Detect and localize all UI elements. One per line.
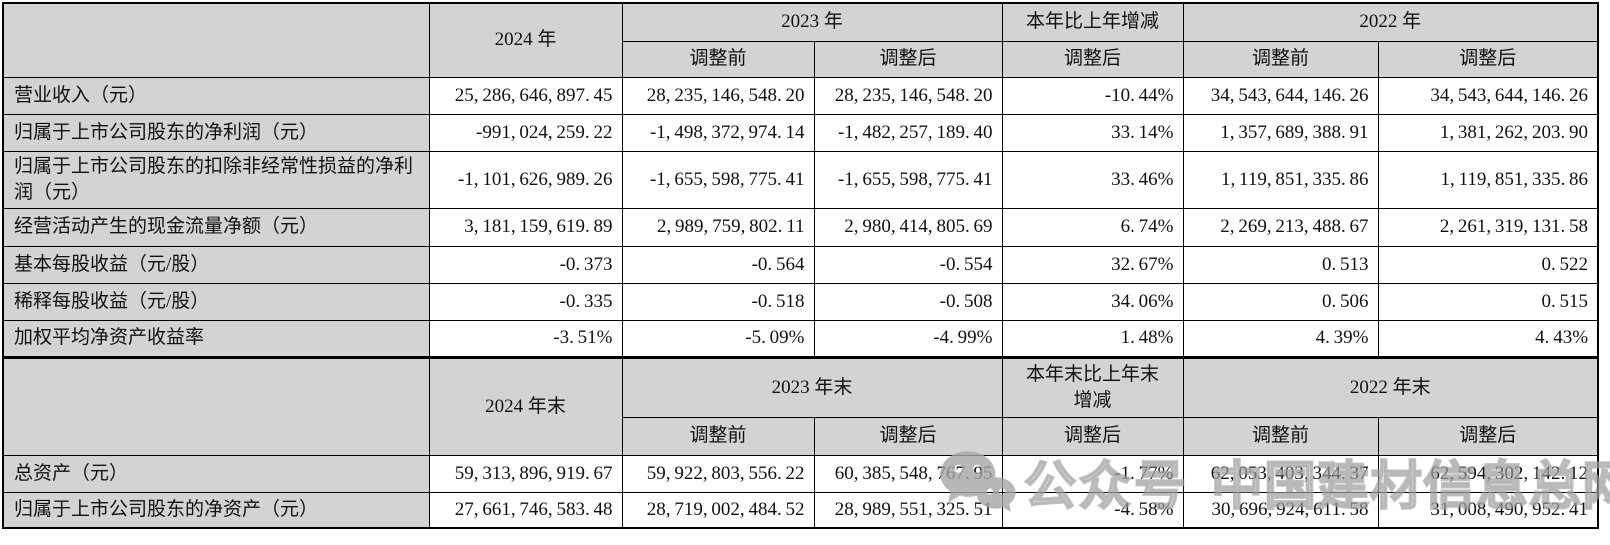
value-cell: -0. 373 xyxy=(428,245,623,284)
value-cell: -1, 101, 626, 989. 26 xyxy=(428,150,623,209)
table-row: 调整前 调整后 调整后 调整前 调整后 xyxy=(3,416,1599,456)
corner-cell xyxy=(2,2,430,78)
value-cell: 0. 522 xyxy=(1377,245,1599,284)
value-cell: 59, 313, 896, 919. 67 xyxy=(428,454,623,493)
header-yearend-2023: 2023 年末 xyxy=(621,355,1003,418)
value-cell: 2, 269, 213, 488. 67 xyxy=(1182,207,1379,247)
value-cell: 28, 235, 146, 548. 20 xyxy=(813,76,1003,115)
subheader-pre-adjust-2023: 调整前 xyxy=(621,416,815,456)
subheader-pre-adjust-2022: 调整前 xyxy=(1182,416,1379,456)
subheader-post-adjust-change: 调整后 xyxy=(1001,40,1184,78)
table-row: 调整前 调整后 调整后 调整前 调整后 xyxy=(3,40,1599,78)
subheader-post-adjust-2022: 调整后 xyxy=(1377,40,1599,78)
header-yearend-2022: 2022 年末 xyxy=(1182,355,1599,418)
financial-summary-table: 2024 年 2023 年 本年比上年增减 2022 年 调整前 调整后 调整后… xyxy=(2,2,1600,529)
value-cell: 1. 48% xyxy=(1001,319,1184,358)
value-cell: -991, 024, 259. 22 xyxy=(428,113,623,152)
value-cell: 1, 381, 262, 203. 90 xyxy=(1377,113,1599,152)
value-cell: 3, 181, 159, 619. 89 xyxy=(428,207,623,247)
value-cell: -4. 99% xyxy=(813,319,1003,358)
value-cell: -4. 58% xyxy=(1001,491,1184,529)
value-cell: 30, 696, 924, 611. 58 xyxy=(1182,491,1379,529)
value-cell: -5. 09% xyxy=(621,319,815,358)
subheader-pre-adjust-2022: 调整前 xyxy=(1182,40,1379,78)
value-cell: -0. 518 xyxy=(621,282,815,321)
value-cell: 6. 74% xyxy=(1001,207,1184,247)
value-cell: 32. 67% xyxy=(1001,245,1184,284)
subheader-post-adjust-2022: 调整后 xyxy=(1377,416,1599,456)
subheader-post-adjust-2023: 调整后 xyxy=(813,416,1003,456)
value-cell: 28, 989, 551, 325. 51 xyxy=(813,491,1003,529)
header-year-2024: 2024 年 xyxy=(428,2,623,78)
value-cell: -3. 51% xyxy=(428,319,623,358)
row-label: 总资产（元） xyxy=(2,454,430,493)
subheader-post-adjust-2023: 调整后 xyxy=(813,40,1003,78)
value-cell: 62, 594, 302, 142. 12 xyxy=(1377,454,1599,493)
value-cell: 4. 43% xyxy=(1377,319,1599,358)
value-cell: 34, 543, 644, 146. 26 xyxy=(1377,76,1599,115)
value-cell: 4. 39% xyxy=(1182,319,1379,358)
value-cell: 2, 261, 319, 131. 58 xyxy=(1377,207,1599,247)
row-label: 归属于上市公司股东的净利润（元） xyxy=(2,113,430,152)
value-cell: -1. 77% xyxy=(1001,454,1184,493)
header-yearend-2024: 2024 年末 xyxy=(428,355,623,456)
value-cell: -10. 44% xyxy=(1001,76,1184,115)
value-cell: -0. 508 xyxy=(813,282,1003,321)
value-cell: 0. 513 xyxy=(1182,245,1379,284)
value-cell: 60, 385, 548, 767. 95 xyxy=(813,454,1003,493)
subheader-post-adjust-change: 调整后 xyxy=(1001,416,1184,456)
value-cell: 0. 515 xyxy=(1377,282,1599,321)
value-cell: 28, 719, 002, 484. 52 xyxy=(621,491,815,529)
row-label: 基本每股收益（元/股） xyxy=(2,245,430,284)
value-cell: -1, 655, 598, 775. 41 xyxy=(621,150,815,209)
row-label: 稀释每股收益（元/股） xyxy=(2,282,430,321)
value-cell: -0. 554 xyxy=(813,245,1003,284)
value-cell: 31, 008, 490, 952. 41 xyxy=(1377,491,1599,529)
row-label: 加权平均净资产收益率 xyxy=(2,319,430,358)
corner-cell xyxy=(2,355,430,456)
value-cell: 33. 46% xyxy=(1001,150,1184,209)
table-row-operating-cash-flow: 经营活动产生的现金流量净额（元） 3, 181, 159, 619. 89 2,… xyxy=(2,207,1599,247)
table-row-revenue: 营业收入（元） 25, 286, 646, 897. 45 28, 235, 1… xyxy=(2,76,1599,115)
value-cell: 2, 980, 414, 805. 69 xyxy=(813,207,1003,247)
header-year-2023: 2023 年 xyxy=(621,2,1003,42)
value-cell: -0. 564 xyxy=(621,245,815,284)
row-label: 归属于上市公司股东的扣除非经常性损益的净利润（元） xyxy=(2,150,430,209)
header-yearend-change: 本年末比上年末增减 xyxy=(1001,355,1184,418)
value-cell: 1, 119, 851, 335. 86 xyxy=(1377,150,1599,209)
table-row-diluted-eps: 稀释每股收益（元/股） -0. 335 -0. 518 -0. 508 34. … xyxy=(2,282,1599,321)
value-cell: 34, 543, 644, 146. 26 xyxy=(1182,76,1379,115)
table-row-weighted-avg-roe: 加权平均净资产收益率 -3. 51% -5. 09% -4. 99% 1. 48… xyxy=(2,319,1599,358)
table-row-net-assets: 归属于上市公司股东的净资产（元） 27, 661, 746, 583. 48 2… xyxy=(2,491,1599,529)
value-cell: 0. 506 xyxy=(1182,282,1379,321)
value-cell: -1, 482, 257, 189. 40 xyxy=(813,113,1003,152)
header-year-2022: 2022 年 xyxy=(1182,2,1599,42)
table-row-basic-eps: 基本每股收益（元/股） -0. 373 -0. 564 -0. 554 32. … xyxy=(2,245,1599,284)
table-row-net-profit-excl-nonrecurring: 归属于上市公司股东的扣除非经常性损益的净利润（元） -1, 101, 626, … xyxy=(2,150,1599,209)
value-cell: 1, 357, 689, 388. 91 xyxy=(1182,113,1379,152)
table-row: 2024 年 2023 年 本年比上年增减 2022 年 xyxy=(2,2,1599,78)
table-row: 2024 年末 2023 年末 本年末比上年末增减 2022 年末 xyxy=(2,355,1599,456)
value-cell: -1, 655, 598, 775. 41 xyxy=(813,150,1003,209)
value-cell: 2, 989, 759, 802. 11 xyxy=(621,207,815,247)
value-cell: 27, 661, 746, 583. 48 xyxy=(428,491,623,529)
value-cell: 33. 14% xyxy=(1001,113,1184,152)
value-cell: 62, 053, 403, 344. 37 xyxy=(1182,454,1379,493)
header-yoy-change: 本年比上年增减 xyxy=(1001,2,1184,42)
value-cell: 59, 922, 803, 556. 22 xyxy=(621,454,815,493)
table-row-net-profit: 归属于上市公司股东的净利润（元） -991, 024, 259. 22 -1, … xyxy=(2,113,1599,152)
value-cell: 34. 06% xyxy=(1001,282,1184,321)
row-label: 营业收入（元） xyxy=(2,76,430,115)
value-cell: -1, 498, 372, 974. 14 xyxy=(621,113,815,152)
value-cell: 25, 286, 646, 897. 45 xyxy=(428,76,623,115)
value-cell: -0. 335 xyxy=(428,282,623,321)
table-row-total-assets: 总资产（元） 59, 313, 896, 919. 67 59, 922, 80… xyxy=(2,454,1599,493)
row-label: 经营活动产生的现金流量净额（元） xyxy=(2,207,430,247)
row-label: 归属于上市公司股东的净资产（元） xyxy=(2,491,430,529)
value-cell: 1, 119, 851, 335. 86 xyxy=(1182,150,1379,209)
subheader-pre-adjust-2023: 调整前 xyxy=(621,40,815,78)
value-cell: 28, 235, 146, 548. 20 xyxy=(621,76,815,115)
